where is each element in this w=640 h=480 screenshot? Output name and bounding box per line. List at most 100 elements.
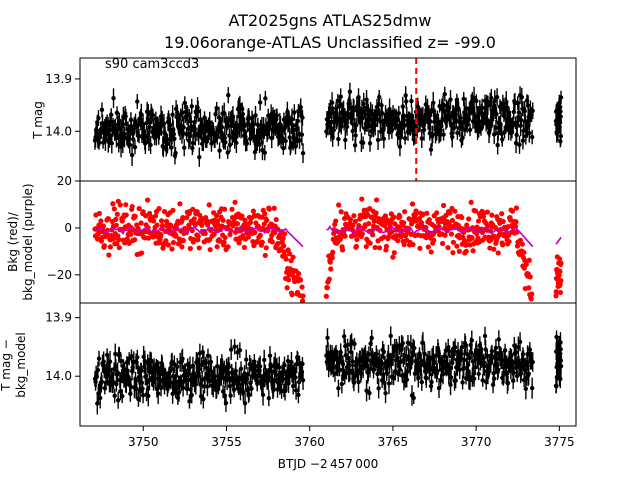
bkg-point <box>156 206 162 212</box>
data-point <box>375 116 380 122</box>
data-point <box>96 115 101 121</box>
bkg-point <box>132 237 138 243</box>
bkg-point <box>440 202 447 209</box>
data-point <box>289 359 294 365</box>
bkg-point <box>456 248 462 254</box>
bkg-point <box>170 239 177 246</box>
data-point <box>338 94 343 99</box>
bkg-point <box>395 238 401 244</box>
bkg-point <box>499 211 505 217</box>
bkg-point <box>442 232 448 238</box>
bkg-point <box>180 215 186 221</box>
bkg-point <box>327 259 333 265</box>
data-point <box>114 381 119 387</box>
data-point <box>419 379 424 385</box>
data-point <box>522 108 527 114</box>
data-point <box>300 150 306 156</box>
data-point <box>233 368 239 374</box>
data-point <box>375 137 381 143</box>
bkg-point <box>463 248 469 254</box>
data-point <box>494 356 500 362</box>
bkg-point <box>191 216 197 222</box>
bkg-point <box>150 218 157 224</box>
bkg-point <box>527 274 533 280</box>
bkg-point <box>505 224 511 230</box>
data-point <box>467 127 473 133</box>
data-point <box>386 381 392 386</box>
data-point <box>529 385 535 391</box>
data-point <box>496 337 502 342</box>
bkg-point <box>263 245 269 251</box>
bkg-point <box>107 244 113 250</box>
bkg-point <box>519 241 525 247</box>
data-point <box>237 102 243 108</box>
data-point <box>290 383 296 389</box>
bkg-point <box>105 216 111 222</box>
bkg-point <box>123 212 129 218</box>
bkg-point <box>526 285 532 291</box>
bkg-point <box>287 251 293 257</box>
bkg-point <box>111 206 117 212</box>
data-point <box>246 392 252 398</box>
bkg-point <box>245 234 252 240</box>
data-point <box>476 371 481 377</box>
data-point <box>517 339 523 345</box>
bkg-point <box>401 220 407 226</box>
chart-title-line1: AT2025gns ATLAS25dmw <box>229 11 432 30</box>
data-point <box>257 364 263 369</box>
data-point <box>360 140 366 145</box>
bkg-point <box>111 236 117 242</box>
data-point <box>482 333 488 339</box>
bkg-point <box>352 218 358 224</box>
bkg-point <box>449 217 456 224</box>
data-point <box>109 141 114 146</box>
data-point <box>448 122 454 127</box>
bkg-point <box>220 217 226 223</box>
bkg-point <box>488 237 494 243</box>
data-point <box>435 368 440 374</box>
bkg-point <box>123 202 129 208</box>
bkg-point <box>177 201 183 207</box>
bkg-point <box>470 248 476 254</box>
panel-top: 13.9 14.0 T mag s90 cam3ccd3 <box>31 57 577 182</box>
data-point <box>292 110 297 115</box>
data-point <box>135 99 140 104</box>
data-point <box>516 110 522 115</box>
bkg-point <box>114 211 120 217</box>
bkg-point <box>139 250 145 256</box>
bkg-point <box>147 210 153 217</box>
bkg-point <box>553 289 559 295</box>
bkg-point <box>514 243 521 249</box>
data-point <box>493 125 499 130</box>
bkg-point <box>512 223 519 230</box>
data-point <box>379 110 385 116</box>
data-point <box>277 365 282 370</box>
bkg-point <box>367 240 373 246</box>
bkg-point <box>475 218 482 224</box>
bkg-point <box>221 206 228 212</box>
bkg-point <box>459 214 465 221</box>
data-point <box>114 110 120 116</box>
bkg-point <box>152 213 159 219</box>
data-point <box>127 142 132 147</box>
bkg-point <box>286 277 292 283</box>
bkg-point <box>413 208 419 214</box>
data-point <box>117 118 122 123</box>
data-point <box>107 359 113 364</box>
bkg-point <box>227 231 233 238</box>
data-point <box>219 124 225 130</box>
bkg-point <box>443 212 449 218</box>
panel-middle: 20 0 −20 Bkg (red)/ bkg_model (purple) <box>6 174 577 304</box>
data-point <box>263 96 268 101</box>
data-point <box>455 130 460 136</box>
data-point <box>350 359 355 364</box>
data-point <box>494 94 500 100</box>
bkg-point <box>191 237 197 243</box>
x-tick-label: 3750 <box>128 435 159 449</box>
data-point <box>396 110 401 116</box>
data-point <box>329 100 335 105</box>
data-point <box>437 103 442 109</box>
bkg-point <box>106 252 112 258</box>
x-axis-label: BTJD −2 457 000 <box>278 457 378 471</box>
bkg-point <box>391 214 397 220</box>
